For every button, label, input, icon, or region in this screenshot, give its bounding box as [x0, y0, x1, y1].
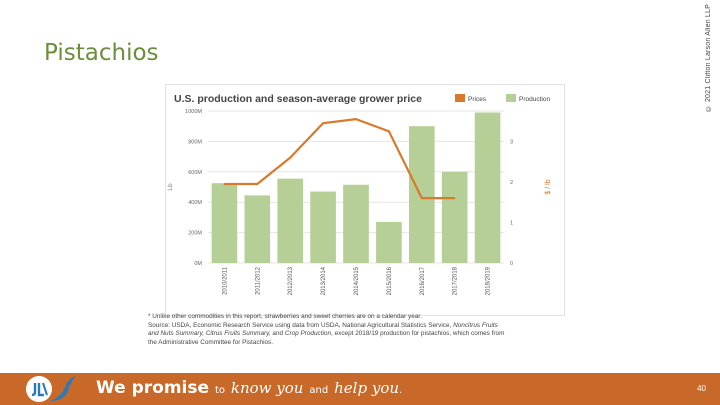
footnote-line-2: Source: USDA, Economic Research Service …: [148, 322, 608, 331]
x-tick-label: 2017/2018: [453, 266, 459, 295]
production-bar-2015/2016: [376, 221, 402, 263]
legend-label-prices: Prices: [468, 96, 487, 103]
x-tick-label: 2016/2017: [420, 266, 426, 295]
price-point-2012/2013: [289, 156, 292, 159]
production-bar-2011/2012: [244, 195, 271, 263]
x-tick-label: 2012/2013: [288, 266, 294, 295]
tagline-help-you: help you: [334, 379, 400, 397]
footnote-source-title-3: Crop Production: [284, 330, 332, 338]
y-tick-label: 400M: [188, 200, 202, 206]
footnote-source-prefix: Source: USDA, Economic Research Service …: [148, 321, 454, 329]
y2-axis-label: $ / lb: [545, 179, 552, 194]
production-bar-2016/2017: [408, 126, 435, 263]
y-tick-label: 600M: [188, 170, 202, 176]
price-point-2017/2018: [453, 197, 456, 199]
production-bar-2017/2018: [441, 171, 468, 263]
price-point-2013/2014: [322, 122, 324, 124]
legend-swatch-prices: [455, 94, 465, 102]
x-tick-label: 2010/2011: [222, 266, 228, 295]
footnote-source-title-2: and Nuts Summary, Citrus Fruits Summary,: [148, 330, 271, 338]
production-bar-2010/2011: [211, 183, 238, 263]
legend-label-production: Production: [519, 96, 550, 103]
logo-icon: [27, 377, 51, 401]
y2-tick-label: 0: [510, 261, 513, 267]
tagline-to: to: [214, 385, 225, 396]
production-price-chart: U.S. production and season-average growe…: [167, 93, 552, 295]
slide-title: Pistachios: [44, 40, 159, 66]
x-tick-label: 2014/2015: [354, 266, 360, 295]
legend-swatch-production: [506, 94, 516, 102]
tagline-and: and: [309, 385, 329, 396]
y-tick-label: 1000M: [185, 109, 202, 115]
y-axis-label: Lb: [167, 183, 174, 191]
price-point-2010/2011: [223, 183, 226, 185]
production-bar-2012/2013: [277, 178, 304, 263]
y2-tick-label: 2: [510, 180, 513, 186]
footnote-exception: , except 2018/19 production for pistachi…: [331, 330, 505, 338]
price-point-2016/2017: [420, 197, 423, 199]
production-bar-2013/2014: [310, 191, 336, 263]
chart-footnote: * Unlike other commodities in this repor…: [148, 313, 608, 347]
x-tick-label: 2015/2016: [387, 266, 393, 295]
x-tick-label: 2013/2014: [321, 266, 327, 295]
logo-swoosh-icon: [50, 376, 76, 401]
price-point-2014/2015: [355, 118, 357, 120]
tagline-we-promise: We promise: [96, 378, 210, 398]
chart-title: U.S. production and season-average growe…: [174, 93, 422, 105]
y-tick-label: 800M: [188, 139, 202, 145]
price-point-2015/2016: [388, 130, 390, 133]
y-tick-label: 200M: [188, 231, 202, 237]
chart-panel: U.S. production and season-average growe…: [165, 84, 565, 316]
footnote-line-3: and Nuts Summary, Citrus Fruits Summary,…: [148, 330, 608, 339]
production-bar-2018/2019: [474, 112, 501, 263]
footnote-line-1: * Unlike other commodities in this repor…: [148, 313, 422, 320]
footer-bar: We promise to know you and help you. 40: [0, 373, 720, 405]
footnote-line-4: the Administrative Committee for Pistach…: [148, 338, 274, 346]
y-tick-label: 0M: [194, 261, 202, 267]
x-tick-label: 2018/2019: [486, 266, 492, 295]
price-line: [224, 118, 455, 200]
footer-tagline: We promise to know you and help you.: [96, 378, 402, 398]
y2-tick-label: 1: [510, 220, 513, 226]
y2-tick-label: 3: [510, 139, 513, 145]
tagline-know-you: know you: [230, 379, 304, 397]
price-point-2011/2012: [256, 183, 259, 185]
copyright-notice: © 2021 Clifton Larson Allen LLP: [705, 4, 712, 112]
company-logo: [26, 376, 52, 402]
footnote-connector: and: [270, 330, 285, 338]
tagline-period: .: [399, 385, 403, 396]
x-tick-label: 2011/2012: [255, 266, 261, 295]
footnote-source-title-1: Noncitrus Fruits: [453, 321, 498, 329]
production-bar-2014/2015: [343, 184, 369, 263]
page-number: 40: [697, 384, 706, 393]
